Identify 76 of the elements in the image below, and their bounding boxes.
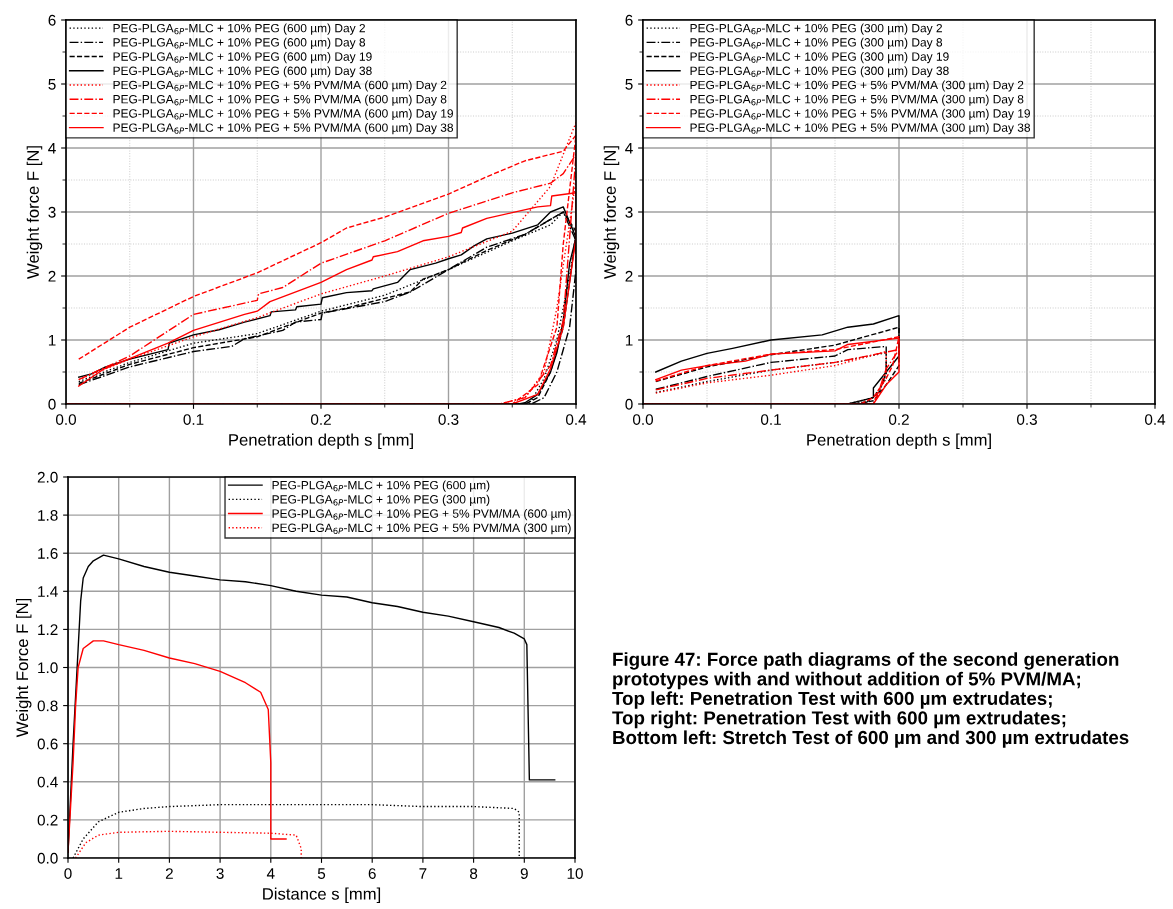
x-tick-label: 0.2 [310,414,331,425]
legend-label: PEG-PLGA$_{6P}$-MLC + 10% PEG + 5% PVM/MA (600 µm) Day 19 [113,108,453,120]
x-tick-label: 0.4 [1144,414,1166,425]
x-tick-label: 0.2 [888,414,909,425]
y-tick-label: 0.2 [37,814,58,826]
legend-label: PEG-PLGA$_{6P}$-MLC + 10% PEG (600 µm) Day 2 [113,23,365,35]
y-tick-label: 1.8 [38,509,58,521]
y-tick-label: 2 [48,270,56,282]
legend-label: PEG-PLGA$_{6P}$-MLC + 10% PEG (300 µm) [272,494,490,506]
x-tick-label: 0 [64,868,72,879]
x-tick-label: 0.3 [438,414,459,425]
y-tick-label: 4 [625,143,633,154]
y-tick-label: 2.0 [37,471,58,483]
caption: Figure 47: Force path diagrams of the second generation prototypes with and without addition of 5% PVM/MA; [613,652,1119,690]
x-tick-label: 7 [419,868,427,879]
y-axis-title: Weight force F [N] [603,146,620,279]
legend-label: PEG-PLGA$_{6P}$-MLC + 10% PEG (600 µm) [272,480,490,492]
y-tick-label: 1.6 [38,548,58,559]
x-tick-label: 8 [470,868,478,879]
legend-label: PEG-PLGA$_{6P}$-MLC + 10% PEG + 5% PVM/MA (300 µm) Day 8 [690,94,1024,106]
legend-label: PEG-PLGA$_{6P}$-MLC + 10% PEG (600 µm) Day 8 [113,37,366,49]
legend-label: PEG-PLGA$_{6P}$-MLC + 10% PEG (300 µm) Day 38 [690,66,949,78]
y-tick-label: 3 [48,206,56,218]
x-tick-label: 3 [216,868,224,879]
y-tick-label: 0.4 [37,776,58,788]
x-tick-label: 9 [520,868,528,879]
legend-label: PEG-PLGA$_{6P}$-MLC + 10% PEG + 5% PVM/MA (300 µm) Day 2 [690,80,1024,92]
legend-label: PEG-PLGA$_{6P}$-MLC + 10% PEG (300 µm) Day 8 [690,37,943,49]
x-tick-label: 4 [266,868,275,879]
y-tick-label: 0.8 [37,700,58,712]
legend-label: PEG-PLGA$_{6P}$-MLC + 10% PEG + 5% PVM/MA (600 µm) Day 2 [113,80,447,92]
y-tick-label: 1 [625,335,633,346]
text: Top right: Penetration Test with 600 µm extrudates; [612,710,1066,729]
y-tick-label: 1.2 [38,624,58,635]
y-tick-label: 1 [48,335,56,346]
x-tick-label: 0.1 [760,414,781,425]
x-tick-label: 0.4 [565,414,587,425]
y-axis-title: Weight Force F [N] [15,598,32,738]
y-tick-label: 0.0 [37,852,58,864]
text: Top left: Penetration Test with 600 µm extrudates; [612,691,1052,709]
x-tick-label: 0.1 [183,414,204,425]
y-tick-label: 6 [48,14,56,26]
x-tick-label: 2 [165,868,173,879]
y-tick-label: 0 [48,398,56,410]
x-tick-label: 10 [567,868,583,879]
y-tick-label: 5 [625,79,633,90]
x-tick-label: 6 [368,868,376,879]
x-axis-title: Penetration depth s [mm] [229,433,413,450]
text: Bottom left: Stretch Test of 600 µm and 300 µm extrudates [613,730,1129,748]
y-tick-label: 0.6 [37,738,58,750]
legend-label: PEG-PLGA$_{6P}$-MLC + 10% PEG (300 µm) Day 19 [690,52,949,64]
legend-label: PEG-PLGA$_{6P}$-MLC + 10% PEG + 5% PVM/MA (600 µm) Day 8 [113,94,447,106]
x-axis-title: Distance s [mm] [263,887,381,904]
x-tick-label: 0.0 [55,414,77,425]
y-tick-label: 5 [48,79,56,90]
y-tick-label: 1.4 [38,586,58,597]
legend-label: PEG-PLGA$_{6P}$-MLC + 10% PEG (300 µm) Day 2 [690,23,942,35]
legend-label: PEG-PLGA$_{6P}$-MLC + 10% PEG + 5% PVM/MA (600 µm) [272,509,571,521]
y-tick-label: 4 [48,143,56,154]
x-axis-title: Penetration depth s [mm] [807,433,991,450]
legend-label: PEG-PLGA$_{6P}$-MLC + 10% PEG + 5% PVM/MA (300 µm) Day 19 [690,108,1030,120]
legend-label: PEG-PLGA$_{6P}$-MLC + 10% PEG (600 µm) Day 38 [113,66,372,78]
y-tick-label: 6 [625,14,633,26]
legend-label: PEG-PLGA$_{6P}$-MLC + 10% PEG + 5% PVM/MA (600 µm) Day 38 [113,123,454,135]
y-tick-label: 0 [625,398,633,410]
legend-label: PEG-PLGA$_{6P}$-MLC + 10% PEG + 5% PVM/MA (300 µm) [272,523,571,535]
y-axis-title: Weight force F [N] [26,146,43,279]
y-tick-label: 2 [625,270,633,282]
legend-label: PEG-PLGA$_{6P}$-MLC + 10% PEG (600 µm) Day 19 [113,52,372,64]
x-tick-label: 5 [317,868,326,879]
legend-label: PEG-PLGA$_{6P}$-MLC + 10% PEG + 5% PVM/MA (300 µm) Day 38 [690,123,1031,135]
x-tick-label: 1 [115,868,123,879]
x-tick-label: 0.3 [1016,414,1037,425]
y-tick-label: 1.0 [38,662,58,674]
y-tick-label: 3 [625,206,633,218]
x-tick-label: 0.0 [632,414,654,425]
